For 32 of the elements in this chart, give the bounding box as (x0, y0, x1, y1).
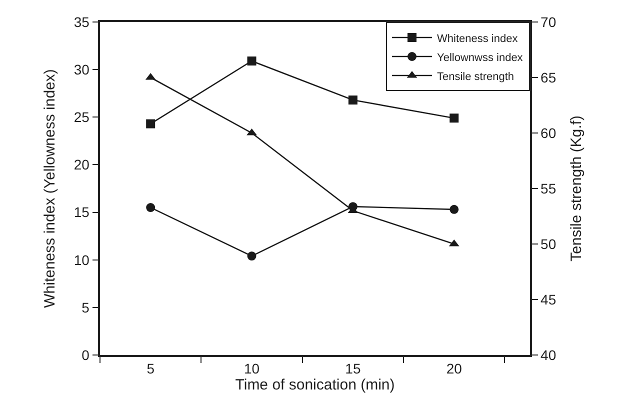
y-tick-label: 5 (82, 299, 90, 316)
y2-tick-label: 45 (540, 291, 556, 308)
y-tick-label: 25 (74, 109, 90, 126)
legend-label: Tensile strength (437, 70, 514, 83)
legend-label: Yellownwss index (437, 52, 524, 64)
point (247, 56, 256, 66)
y-tick-label: 30 (74, 61, 90, 78)
x-tick-label: 20 (446, 360, 462, 377)
y-tick-label: 35 (74, 14, 90, 30)
y-tick-label: 20 (74, 156, 90, 173)
x-tick-label: 15 (345, 360, 361, 377)
point (450, 114, 459, 123)
x-tick-label: 5 (146, 360, 155, 377)
legend-label: Whiteness index (437, 32, 518, 45)
point (247, 252, 256, 261)
y-tick-label: 10 (74, 252, 90, 268)
point (146, 119, 156, 128)
y2-tick-label: 70 (540, 14, 556, 30)
y2-tick-label: 50 (540, 236, 556, 252)
point (450, 204, 459, 214)
y-tick-label: 15 (74, 204, 90, 220)
point (146, 203, 156, 212)
x-axis-title: Time of sonication (min) (235, 376, 395, 394)
y-tick-label: 0 (82, 346, 90, 363)
y2-tick-label: 65 (540, 69, 556, 86)
y2-axis-title: Tensile strength (Kg.f) (568, 116, 585, 262)
x-tick-label: 10 (244, 360, 260, 377)
y2-tick-label: 55 (540, 180, 556, 196)
y2-tick-label: 40 (540, 346, 556, 363)
y2-tick-label: 60 (540, 124, 556, 141)
y-axis-title: Whiteness index (Yellowness index) (42, 69, 59, 308)
point (348, 96, 358, 105)
